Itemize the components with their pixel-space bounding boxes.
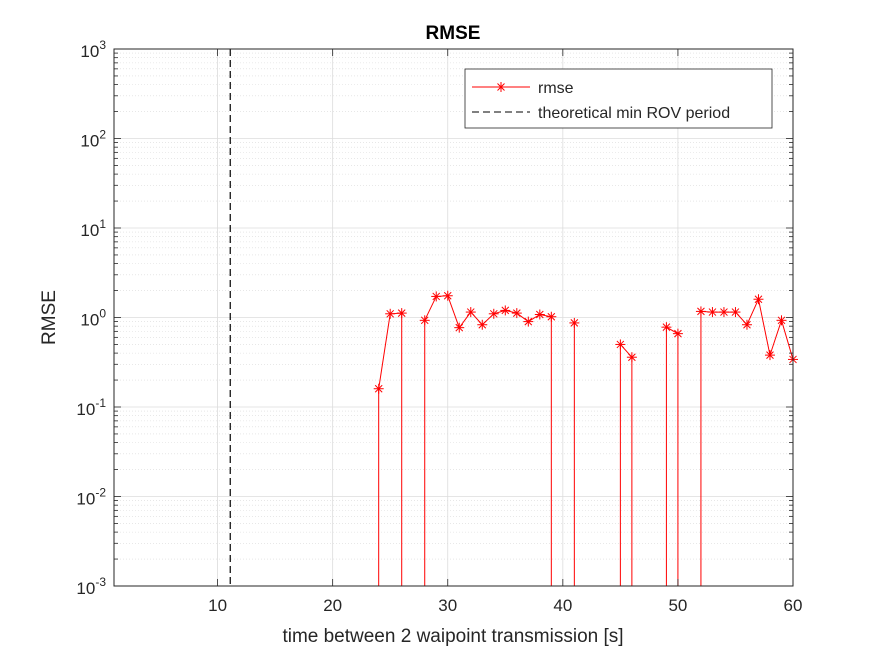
- legend-rmse-marker: [496, 82, 506, 92]
- series-layer: [229, 49, 798, 586]
- rmse-point: [373, 383, 384, 394]
- rmse-point: [396, 308, 407, 319]
- legend-theoretical-label: theoretical min ROV period: [538, 105, 730, 122]
- x-tick-label: 50: [668, 596, 687, 615]
- rmse-point: [500, 305, 511, 316]
- legend: rmse theoretical min ROV period: [464, 68, 773, 129]
- major-grid: [114, 48, 794, 587]
- rmse-point: [431, 291, 442, 302]
- y-tick-label: 100: [80, 307, 106, 330]
- rmse-segment-line: [619, 343, 633, 586]
- rmse-point: [615, 339, 626, 350]
- rmse-point: [707, 307, 718, 318]
- rmse-point: [741, 319, 752, 330]
- rmse-point: [454, 322, 465, 333]
- rmse-point: [661, 322, 672, 333]
- rmse-point: [546, 311, 557, 322]
- y-tick-label: 102: [80, 128, 106, 151]
- legend-box: [464, 68, 773, 129]
- y-tick-label: 10-1: [76, 396, 106, 419]
- rmse-point: [385, 308, 396, 319]
- rmse-segment-line: [665, 326, 679, 586]
- rmse-point: [523, 316, 534, 327]
- rmse-point: [776, 315, 787, 326]
- x-tick-label: 20: [323, 596, 342, 615]
- x-tick-label: 60: [784, 596, 803, 615]
- x-tick-labels: 10 20 30 40 50 60: [208, 596, 802, 615]
- y-tick-label: 10-2: [76, 486, 106, 509]
- rmse-point: [442, 290, 453, 301]
- x-tick-label: 40: [553, 596, 572, 615]
- chart-title: RMSE: [426, 23, 481, 44]
- x-tick-label: 10: [208, 596, 227, 615]
- rmse-point: [753, 294, 764, 305]
- rmse-point: [569, 317, 580, 328]
- rmse-point: [672, 328, 683, 339]
- y-tick-label: 10-3: [76, 575, 106, 598]
- rmse-point: [626, 352, 637, 363]
- legend-rmse-label: rmse: [538, 80, 574, 97]
- y-tick-label: 101: [80, 217, 106, 240]
- y-tick-label: 103: [80, 38, 106, 61]
- minor-grid: [114, 52, 793, 560]
- rmse-point: [477, 319, 488, 330]
- tick-marks: [114, 48, 794, 587]
- rmse-segment-line: [700, 297, 794, 586]
- rmse-point: [718, 307, 729, 318]
- rmse-point: [511, 308, 522, 319]
- rmse-point: [764, 350, 775, 361]
- rmse-point: [730, 307, 741, 318]
- rmse-point: [488, 308, 499, 319]
- rmse-point: [419, 315, 430, 326]
- rmse-point: [534, 309, 545, 320]
- y-axis-label: RMSE: [39, 290, 60, 345]
- x-tick-label: 30: [438, 596, 457, 615]
- x-axis-label: time between 2 waipoint transmission [s]: [282, 626, 623, 647]
- rmse-point: [465, 307, 476, 318]
- rmse-point: [695, 306, 706, 317]
- y-tick-labels: 10-3 10-2 10-1 100 101 102 103: [76, 38, 106, 598]
